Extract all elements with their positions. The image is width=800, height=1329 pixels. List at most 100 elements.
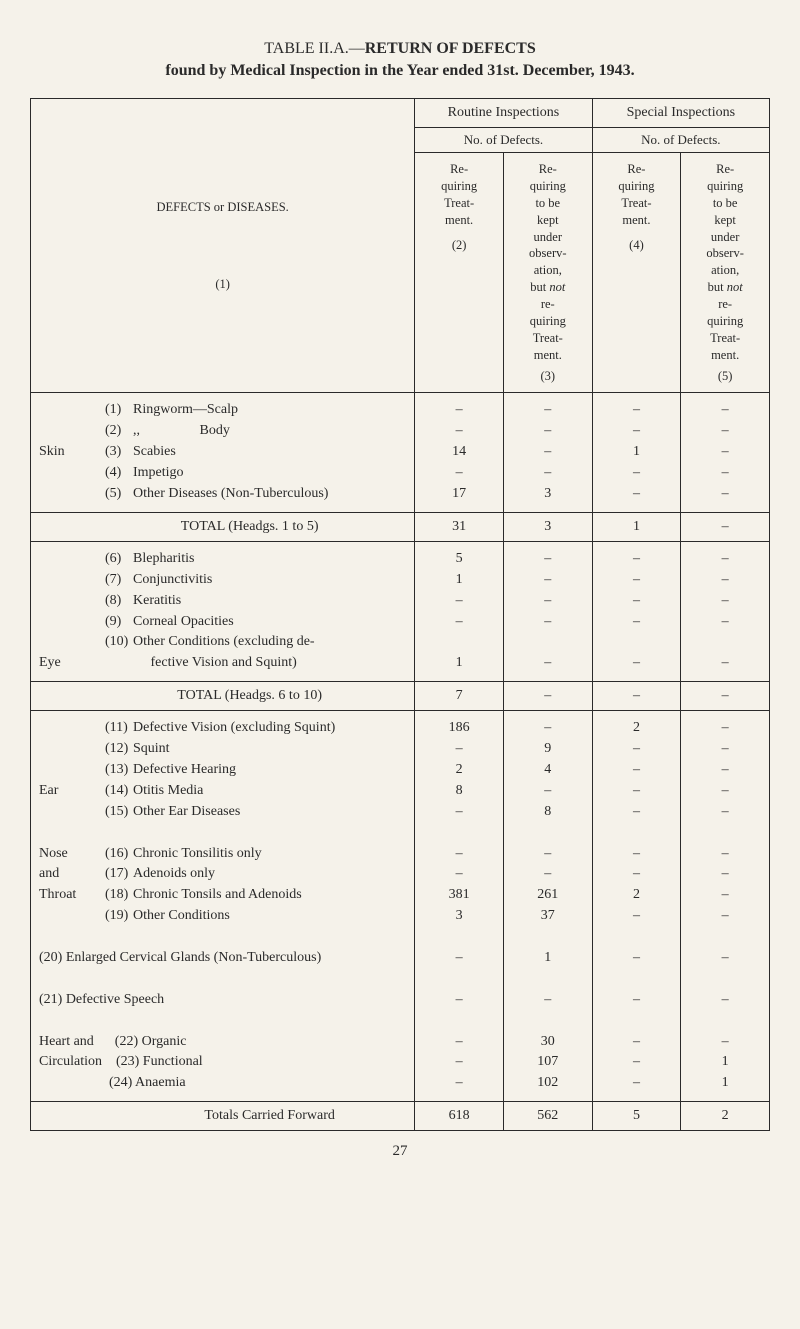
table-row: (15)Other Ear Diseases–8–– <box>31 802 770 823</box>
totals-carried-row: Totals Carried Forward 618 562 5 2 <box>31 1102 770 1131</box>
row-value: 1 <box>415 653 504 681</box>
row-value <box>503 927 592 948</box>
row-value: – <box>681 885 770 906</box>
tc-v0: 618 <box>415 1102 504 1131</box>
special-header: Special Inspections <box>592 99 769 128</box>
table-row: (12)Squint–9–– <box>31 739 770 760</box>
row-value: – <box>681 541 770 569</box>
row-value: 1 <box>681 1073 770 1101</box>
row-value <box>681 969 770 990</box>
col2-header: Re-quiringTreat-ment. (2) <box>415 153 504 393</box>
table-row: (20) Enlarged Cervical Glands (Non-Tuber… <box>31 948 770 969</box>
row-value: – <box>592 864 681 885</box>
total1-v0: 31 <box>415 512 504 541</box>
row-value: – <box>415 1073 504 1101</box>
col3-num: (3) <box>510 368 586 385</box>
row-value: – <box>415 844 504 865</box>
row-description <box>31 969 415 990</box>
row-value <box>415 1011 504 1032</box>
row-value <box>503 632 592 653</box>
table-title-line2: found by Medical Inspection in the Year … <box>30 62 770 80</box>
row-description <box>31 1011 415 1032</box>
table-row: (5)Other Diseases (Non-Tuberculous)173–– <box>31 484 770 512</box>
routine-defects-label: No. of Defects. <box>415 128 592 153</box>
table-row: Skin(3)Scabies14–1– <box>31 442 770 463</box>
row-value: – <box>592 906 681 927</box>
row-description: (9)Corneal Opacities <box>31 612 415 633</box>
row-value <box>503 823 592 844</box>
row-value <box>592 1011 681 1032</box>
row-description: (15)Other Ear Diseases <box>31 802 415 823</box>
row-value: – <box>681 442 770 463</box>
table-row: Circulation (23) Functional–107–1 <box>31 1052 770 1073</box>
table-row: (10)Other Conditions (excluding de- <box>31 632 770 653</box>
row-value <box>681 927 770 948</box>
row-value: – <box>592 802 681 823</box>
row-value: 3 <box>415 906 504 927</box>
row-value: – <box>681 802 770 823</box>
row-value: – <box>415 990 504 1011</box>
row-value: 30 <box>503 1032 592 1053</box>
table-row: Ear(14)Otitis Media8––– <box>31 781 770 802</box>
row-description: Nose(16)Chronic Tonsilitis only <box>31 844 415 865</box>
row-value: – <box>681 711 770 739</box>
row-description: Ear(14)Otitis Media <box>31 781 415 802</box>
row-description: (2),, Body <box>31 421 415 442</box>
row-value: 9 <box>503 739 592 760</box>
table-row: (19)Other Conditions337–– <box>31 906 770 927</box>
row-description: Throat(18)Chronic Tonsils and Adenoids <box>31 885 415 906</box>
row-value: – <box>415 393 504 421</box>
row-value: – <box>681 864 770 885</box>
row-value: 3 <box>503 484 592 512</box>
col3-header: Re-quiringto bekeptunderobserv-ation,but… <box>503 153 592 393</box>
col5-header: Re-quiringto bekeptunderobserv-ation,but… <box>681 153 770 393</box>
row-value: 17 <box>415 484 504 512</box>
row-value: 102 <box>503 1073 592 1101</box>
row-value: – <box>681 760 770 781</box>
row-description: (24) Anaemia <box>31 1073 415 1101</box>
row-description: (21) Defective Speech <box>31 990 415 1011</box>
row-value: – <box>503 421 592 442</box>
row-value: – <box>592 1073 681 1101</box>
table-title-line1: TABLE II.A.—RETURN OF DEFECTS <box>30 40 770 58</box>
row-description: (4)Impetigo <box>31 463 415 484</box>
row-description: (13)Defective Hearing <box>31 760 415 781</box>
row-description: (11)Defective Vision (excluding Squint) <box>31 711 415 739</box>
row-value: 186 <box>415 711 504 739</box>
row-value <box>681 632 770 653</box>
row-description: (20) Enlarged Cervical Glands (Non-Tuber… <box>31 948 415 969</box>
row-value: – <box>681 781 770 802</box>
section-eye: (6)Blepharitis5–––(7)Conjunctivitis1–––(… <box>31 541 770 681</box>
row-value: – <box>503 591 592 612</box>
row-value: – <box>415 612 504 633</box>
row-value: 381 <box>415 885 504 906</box>
total2-v2: – <box>592 682 681 711</box>
row-value <box>503 1011 592 1032</box>
table-row: (2),, Body–––– <box>31 421 770 442</box>
row-value: – <box>681 463 770 484</box>
col1-num: (1) <box>37 276 408 293</box>
row-value: – <box>681 1032 770 1053</box>
row-value: – <box>415 591 504 612</box>
routine-header: Routine Inspections <box>415 99 592 128</box>
row-value: 5 <box>415 541 504 569</box>
row-value: 14 <box>415 442 504 463</box>
page-number: 27 <box>30 1143 770 1160</box>
row-value: 261 <box>503 885 592 906</box>
row-value: – <box>503 653 592 681</box>
row-value: – <box>592 948 681 969</box>
row-value: – <box>681 484 770 512</box>
col4-num: (4) <box>599 237 675 254</box>
row-value <box>681 1011 770 1032</box>
row-description: Heart and (22) Organic <box>31 1032 415 1053</box>
row-description: (10)Other Conditions (excluding de- <box>31 632 415 653</box>
table-row: Throat(18)Chronic Tonsils and Adenoids38… <box>31 885 770 906</box>
table-row: (7)Conjunctivitis1––– <box>31 570 770 591</box>
row-description: (8)Keratitis <box>31 591 415 612</box>
desc-header-cell: DEFECTS or DISEASES. (1) <box>31 99 415 393</box>
row-value: 8 <box>503 802 592 823</box>
row-value <box>415 927 504 948</box>
special-defects-label: No. of Defects. <box>592 128 769 153</box>
row-value: 1 <box>503 948 592 969</box>
row-value: 1 <box>592 442 681 463</box>
